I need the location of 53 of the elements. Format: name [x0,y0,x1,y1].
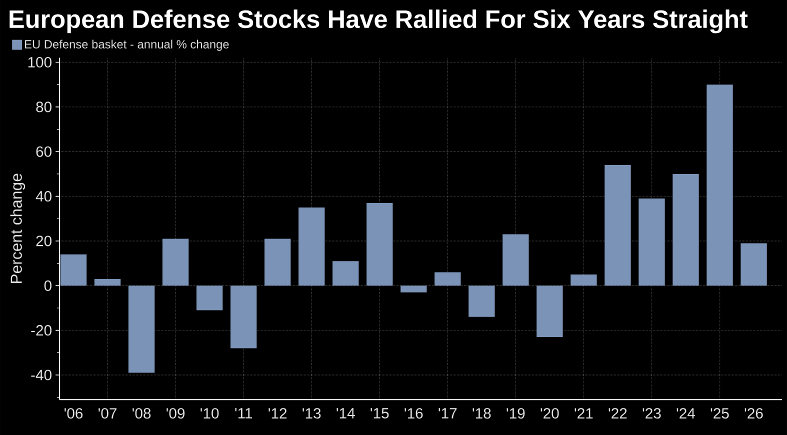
x-tick-label: '10 [200,408,219,418]
bar [706,84,733,286]
x-tick-label: '16 [404,408,423,418]
y-tick-label: 40 [36,190,52,202]
bar [366,202,393,286]
x-tick-label: '26 [744,408,763,418]
bar [128,285,155,373]
y-tick-label: 60 [36,146,52,157]
y-tick-label: 0 [44,280,52,291]
bar [230,285,257,348]
bar [60,254,87,286]
legend-label: EU Defense basket - annual % change [25,40,229,51]
bar [434,272,461,286]
bar [468,285,495,317]
x-tick-label: '18 [472,408,491,418]
bar [672,174,699,286]
x-tick-label: '23 [642,408,661,418]
bar [298,207,325,286]
x-tick-label: '14 [336,408,355,418]
x-tick-label: '21 [574,408,593,418]
y-tick-label: 100 [28,56,52,68]
bar [94,278,121,286]
bar [502,234,529,286]
bar [536,285,563,337]
y-tick-label: 20 [36,235,52,246]
y-tick-label: -40 [31,370,52,380]
x-tick-label: '19 [506,408,525,418]
x-tick-label: '17 [438,408,457,418]
x-tick-label: '25 [710,408,729,418]
y-axis-title: Percent change [10,174,26,283]
bar [570,274,597,286]
bar [264,238,291,286]
x-tick-label: '22 [608,408,627,418]
x-tick-label: '13 [302,408,321,418]
bar [604,164,631,286]
y-tick-label: -20 [31,324,52,336]
x-tick-label: '07 [98,408,116,418]
bar [196,285,223,310]
chart-title: European Defense Stocks Have Rallied For Six Years Straight [10,9,748,34]
x-tick-label: '08 [132,408,151,418]
bar [400,285,427,292]
x-tick-label: '15 [370,408,389,418]
bar [740,242,767,286]
x-tick-label: '20 [540,408,559,418]
bar [162,238,189,286]
x-tick-label: '06 [64,408,83,418]
bar [332,260,359,286]
x-tick-label: '12 [268,408,287,418]
bar [638,198,665,286]
x-tick-label: '11 [235,408,252,418]
x-tick-label: '24 [676,408,696,418]
y-tick-label: 80 [36,101,52,112]
x-tick-label: '09 [166,408,185,418]
